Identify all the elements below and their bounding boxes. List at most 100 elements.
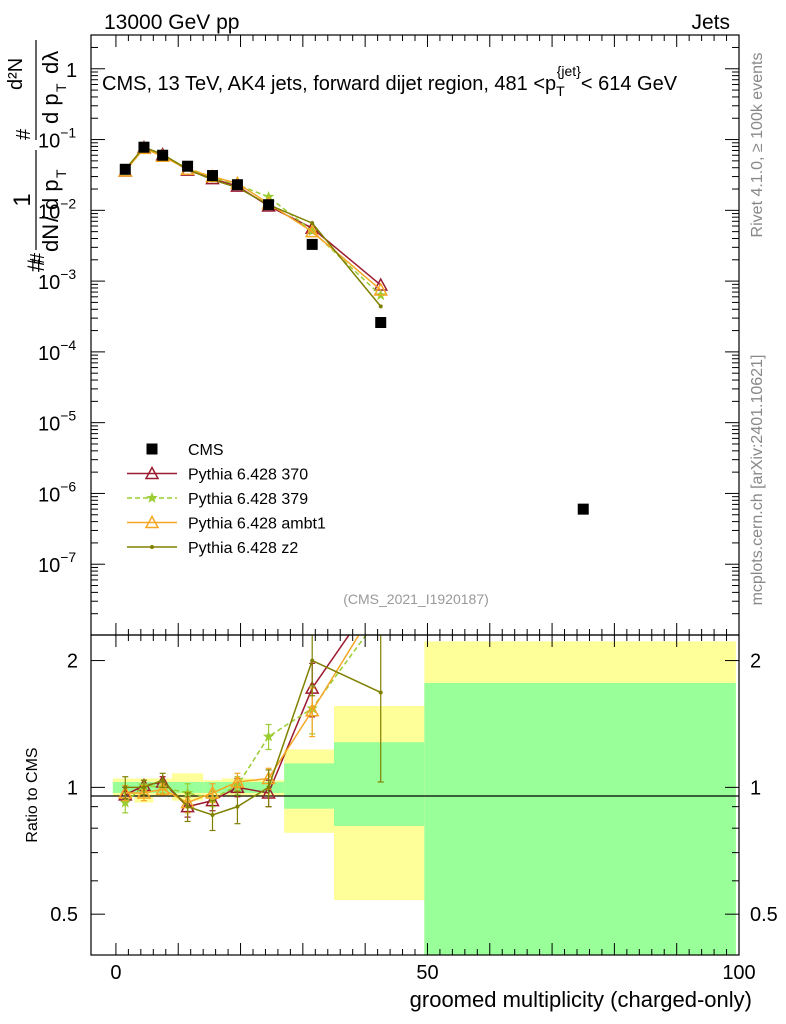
mc-point [230, 774, 245, 788]
y-tick-label: 10−3 [38, 266, 76, 294]
ylab-dN: dN [38, 224, 63, 252]
mc-point [136, 785, 152, 799]
x-axis-label: groomed multiplicity (charged-only) [410, 987, 752, 1012]
mc-point [235, 804, 240, 809]
mc-point [378, 690, 383, 695]
y-tick-exp: −2 [60, 195, 76, 211]
mc-point [144, 465, 160, 480]
mc-point [146, 492, 158, 503]
series-pythia-6-428-370 [118, 140, 388, 291]
ratio-y-tick-label-right: 0.5 [750, 904, 778, 926]
y-tick-label: 10−5 [38, 408, 76, 436]
ylab-hash-3: # [13, 128, 35, 140]
x-tick-label: 50 [416, 962, 438, 984]
series-line [124, 146, 382, 286]
ylab-one: 1 [9, 193, 36, 206]
mc-point [155, 781, 170, 795]
y-tick-base: 10 [38, 201, 60, 223]
mc-point [373, 282, 388, 296]
legend-entry: Pythia 6.428 379 [127, 491, 308, 508]
mc-point [141, 785, 146, 790]
cms-point [138, 141, 150, 153]
legend: CMS Pythia 6.428 370 Pythia 6.428 379 Pythi… [127, 442, 326, 557]
y-tick-label: 10−1 [38, 125, 76, 153]
y-tick-base: 1 [66, 60, 77, 82]
ylab-dpT: d p [38, 179, 63, 210]
y-tick-exp: −7 [60, 549, 76, 565]
series-pythia-6-428-z2 [123, 145, 383, 309]
main-series [118, 140, 589, 515]
y-tick-exp: −5 [60, 408, 76, 424]
mc-point [185, 804, 190, 809]
title-pre: CMS, 13 TeV, AK4 jets, forward dijet reg… [102, 73, 556, 95]
mc-point [378, 304, 383, 309]
cms-point [306, 238, 318, 250]
legend-entry: Pythia 6.428 ambt1 [127, 514, 326, 533]
ratio-ticks [91, 635, 740, 955]
cms-point [207, 170, 218, 182]
ylab-hash-1: # [23, 258, 50, 272]
ylab-dpTdl: d p [38, 93, 63, 124]
y-tick-base: 10 [38, 131, 60, 153]
title-post: < 614 GeV [581, 73, 678, 95]
band-inner [334, 742, 425, 826]
cms-point [119, 163, 131, 175]
legend-label: Pythia 6.428 379 [188, 491, 308, 508]
ylab-T2: T [53, 83, 69, 92]
series-line [124, 145, 382, 296]
title-sub: T [556, 83, 565, 99]
y-tick-label: 10−7 [38, 549, 76, 577]
y-tick-label: 10−4 [38, 337, 76, 365]
ratio-y-tick-label-right: 2 [750, 651, 761, 673]
ratio-panel: 0.5 0.5 1 1 2 2 0 50 100 Ratio to CMS groomed mu… [24, 634, 778, 1012]
y-tick-base: 10 [38, 555, 60, 577]
legend-label: Pythia 6.428 370 [188, 467, 308, 484]
mc-point [310, 221, 315, 226]
mc-point [150, 545, 154, 549]
legend-entry: Pythia 6.428 370 [127, 465, 308, 484]
ratio-tick-labels: 0.5 0.5 1 1 2 2 0 50 100 [50, 651, 778, 984]
series-cms [119, 141, 589, 515]
legend-label: Pythia 6.428 ambt1 [188, 516, 326, 533]
y-tick-base: 10 [38, 343, 60, 365]
legend-label: Pythia 6.428 z2 [188, 540, 298, 557]
analysis-id: (CMS_2021_I1920187) [343, 591, 489, 607]
band-inner [284, 763, 334, 809]
series-pythia-6-428-ambt1 [118, 140, 388, 296]
y-tick-base: 10 [38, 414, 60, 436]
mc-point [210, 812, 215, 817]
mc-point [144, 514, 160, 529]
cms-point [146, 443, 158, 455]
y-tick-exp: −6 [60, 478, 76, 494]
mc-point [160, 778, 165, 783]
ratio-y-tick-label: 2 [67, 651, 78, 673]
ylab-d2N: d²N [5, 58, 27, 90]
header-left: 13000 GeV pp [104, 11, 239, 34]
x-tick-label: 100 [722, 962, 755, 984]
mc-point [119, 796, 131, 808]
y-tick-label: 10−2 [38, 195, 76, 223]
legend-label: CMS [188, 442, 224, 459]
ylab-dl: dλ [38, 51, 63, 74]
y-tick-base: 10 [38, 272, 60, 294]
series-line [124, 146, 382, 307]
mc-point [262, 730, 275, 742]
ylab-slash: / [38, 215, 63, 222]
ratio-series [118, 635, 384, 832]
ratio-y-tick-label: 0.5 [50, 904, 78, 926]
mc-point [310, 658, 315, 663]
rivet-label: Rivet 4.1.0, ≥ 100k events [749, 53, 766, 238]
ratio-y-tick-label-right: 1 [750, 777, 761, 799]
legend-entry: CMS [146, 442, 224, 459]
cms-point [577, 503, 589, 515]
ratio-pythia-6-428-z2 [122, 635, 384, 832]
main-y-label: # 1 # dN / d p T # d²N d p T dλ [5, 40, 69, 272]
ylab-T: T [53, 169, 69, 178]
cms-point [182, 160, 194, 172]
main-y-tick-labels: 10−710−610−510−410−310−210−11 [38, 60, 77, 577]
y-tick-exp: −4 [60, 337, 76, 353]
series-line [124, 147, 382, 291]
cms-point [231, 179, 243, 191]
y-tick-label: 1 [66, 60, 77, 82]
